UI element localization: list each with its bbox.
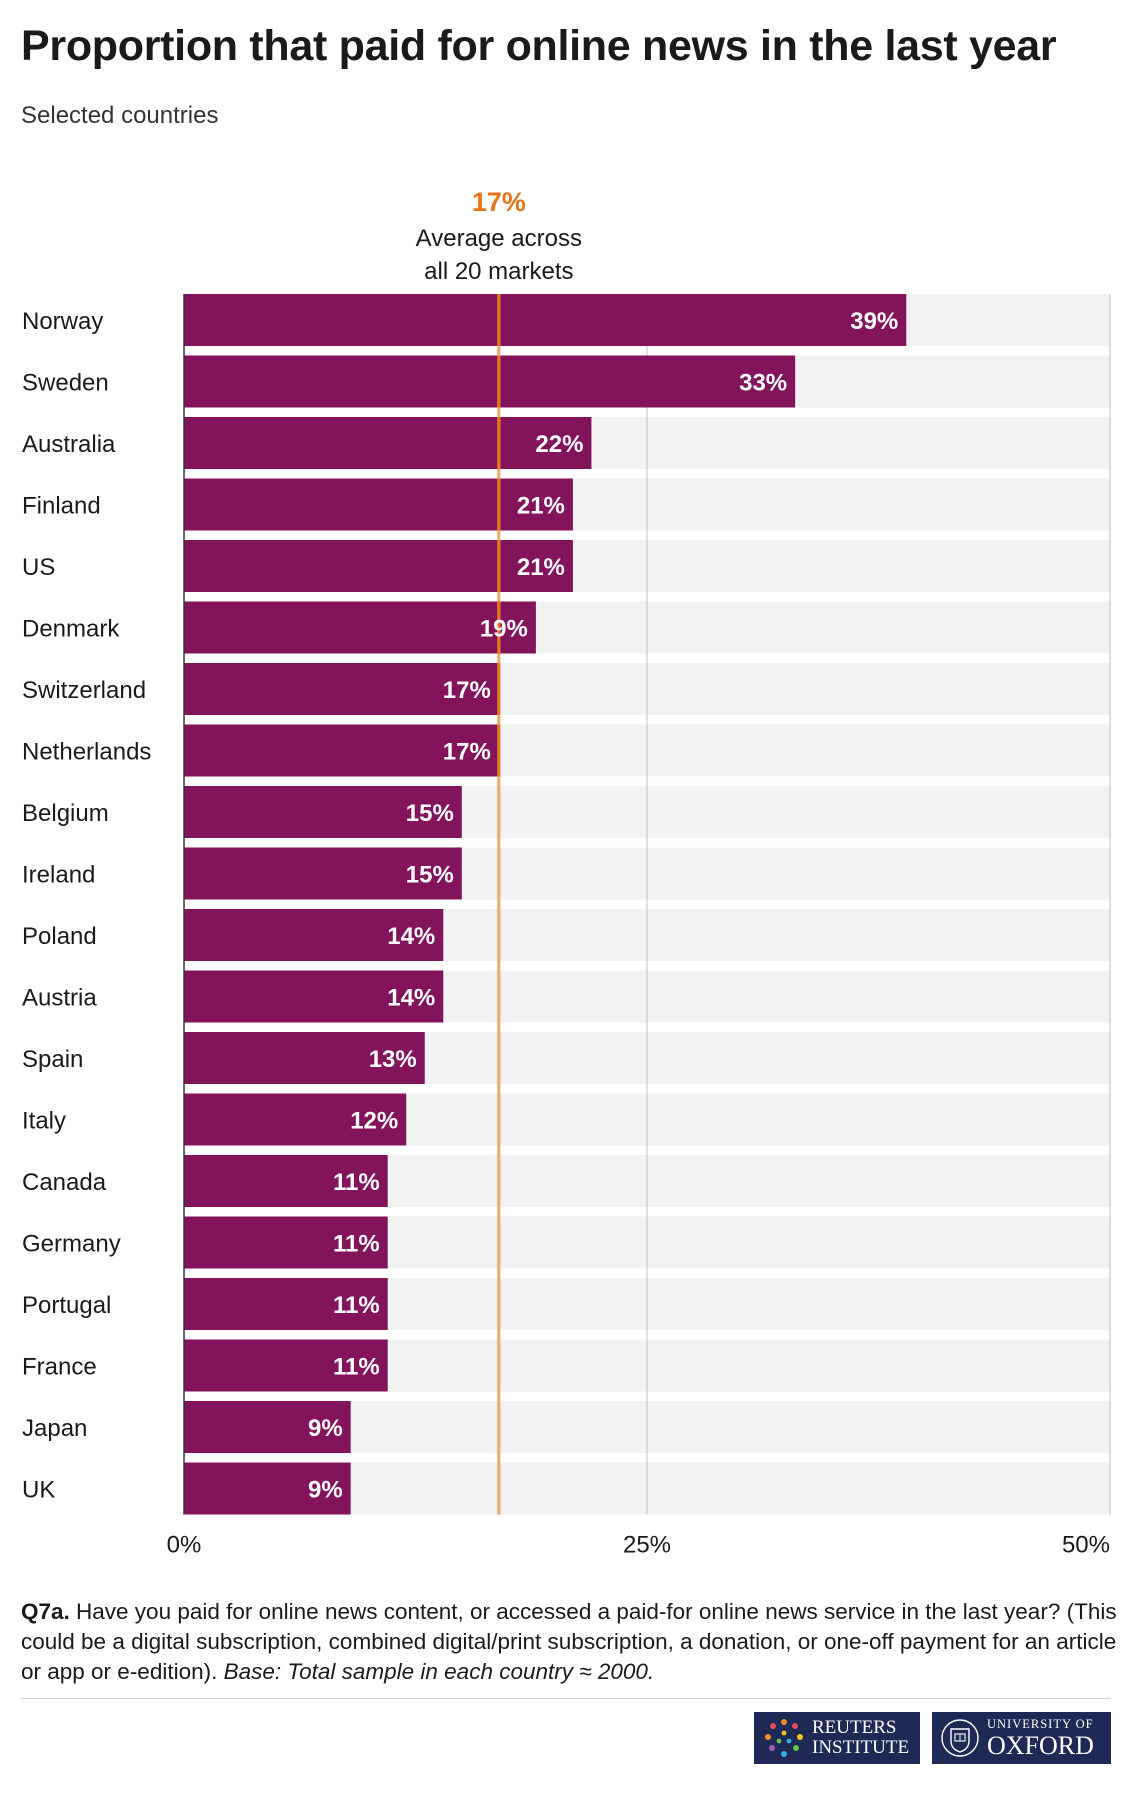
bar-portugal — [184, 1278, 388, 1330]
value-label-ireland: 15% — [406, 862, 454, 889]
bar-italy — [184, 1093, 407, 1146]
value-label-belgium: 15% — [406, 800, 454, 827]
category-label-belgium: Belgium — [22, 800, 109, 827]
oxford-line2: OXFORD — [987, 1731, 1094, 1760]
bar-poland — [184, 909, 444, 961]
reuters-dots-icon — [765, 1719, 803, 1757]
category-label-france: France — [22, 1354, 97, 1381]
category-label-germany: Germany — [22, 1231, 121, 1258]
category-label-poland: Poland — [22, 923, 97, 950]
bar-australia — [184, 417, 592, 469]
bar-ireland — [184, 847, 462, 900]
value-label-australia: 22% — [535, 431, 583, 458]
x-tick-label-1: 25% — [623, 1532, 671, 1559]
value-label-uk: 9% — [308, 1477, 343, 1504]
footer-divider — [21, 1698, 1111, 1699]
value-label-us: 21% — [517, 554, 565, 581]
category-label-denmark: Denmark — [22, 616, 120, 643]
category-label-netherlands: Netherlands — [22, 739, 151, 766]
value-label-france: 11% — [333, 1354, 380, 1381]
average-annotation-line2: all 20 markets — [424, 258, 573, 285]
oxford-line1: UNIVERSITY OF — [987, 1717, 1094, 1731]
value-label-italy: 12% — [350, 1108, 398, 1135]
x-tick-labels: 0% 25% 50% — [167, 1532, 1110, 1559]
bar-sweden — [184, 355, 796, 408]
category-label-switzerland: Switzerland — [22, 677, 146, 704]
average-annotation: 17% Average across all 20 markets — [416, 187, 582, 285]
bar-chart: 39% 33% 22% 21% 21% 19% 17% 17% 15% 15% 14% 14% 13% 1… — [22, 187, 1111, 1559]
value-label-denmark: 19% — [480, 616, 528, 643]
gridlines — [646, 294, 1111, 1515]
category-label-ireland: Ireland — [22, 862, 95, 889]
bar-canada — [184, 1155, 388, 1207]
category-label-australia: Australia — [22, 431, 116, 458]
value-label-canada: 11% — [333, 1169, 380, 1196]
bar-germany — [184, 1216, 388, 1269]
bar-denmark — [184, 601, 536, 654]
category-label-japan: Japan — [22, 1415, 87, 1442]
bar-austria — [184, 970, 444, 1023]
category-label-portugal: Portugal — [22, 1292, 111, 1319]
bar-belgium — [184, 786, 462, 838]
bar-us — [184, 540, 573, 592]
category-label-finland: Finland — [22, 493, 101, 520]
base-note: Base: Total sample in each country ≈ 200… — [223, 1659, 655, 1684]
value-label-germany: 11% — [333, 1231, 380, 1258]
chart-subtitle: Selected countries — [21, 102, 219, 129]
category-labels: Norway Sweden Australia Finland US Denmark Swi… — [22, 308, 151, 1504]
category-label-austria: Austria — [22, 985, 97, 1012]
x-tick-label-0: 0% — [167, 1532, 202, 1559]
value-label-poland: 14% — [387, 923, 435, 950]
chart-title: Proportion that paid for online news in … — [21, 22, 1057, 70]
bar-norway — [184, 294, 907, 346]
average-annotation-value: 17% — [472, 187, 526, 217]
reuters-institute-logo: REUTERS INSTITUTE — [754, 1712, 920, 1764]
x-tick-label-2: 50% — [1062, 1532, 1110, 1559]
category-label-canada: Canada — [22, 1169, 107, 1196]
value-label-sweden: 33% — [739, 370, 787, 397]
bar-spain — [184, 1032, 425, 1084]
value-label-norway: 39% — [850, 308, 898, 335]
value-label-netherlands: 17% — [443, 739, 491, 766]
value-label-spain: 13% — [369, 1046, 417, 1073]
category-label-uk: UK — [22, 1477, 55, 1504]
category-label-spain: Spain — [22, 1046, 83, 1073]
value-label-finland: 21% — [517, 493, 565, 520]
value-label-switzerland: 17% — [443, 677, 491, 704]
bar-japan — [184, 1401, 351, 1453]
bar-finland — [184, 478, 573, 531]
question-footnote: Q7a. Have you paid for online news conte… — [21, 1597, 1121, 1687]
average-annotation-line1: Average across — [416, 225, 582, 252]
bar-france — [184, 1339, 388, 1392]
reuters-line1: REUTERS — [812, 1717, 897, 1738]
university-of-oxford-logo: UNIVERSITY OF OXFORD — [932, 1712, 1111, 1764]
bar-uk — [184, 1462, 351, 1515]
oxford-crest-icon — [941, 1719, 979, 1757]
category-label-norway: Norway — [22, 308, 103, 335]
reuters-line2: INSTITUTE — [812, 1737, 910, 1758]
category-label-us: US — [22, 554, 55, 581]
category-label-sweden: Sweden — [22, 370, 109, 397]
question-id: Q7a. — [21, 1599, 70, 1624]
value-label-austria: 14% — [387, 985, 435, 1012]
value-label-japan: 9% — [308, 1415, 343, 1442]
bar-switzerland — [184, 663, 499, 715]
category-label-italy: Italy — [22, 1108, 66, 1135]
value-label-portugal: 11% — [333, 1292, 380, 1319]
question-text: Have you paid for online news content, o… — [21, 1599, 1117, 1684]
bar-netherlands — [184, 724, 499, 777]
value-labels: 39% 33% 22% 21% 21% 19% 17% 17% 15% 15% 14% 14% 13% 1… — [308, 308, 898, 1504]
bars — [184, 294, 907, 1515]
